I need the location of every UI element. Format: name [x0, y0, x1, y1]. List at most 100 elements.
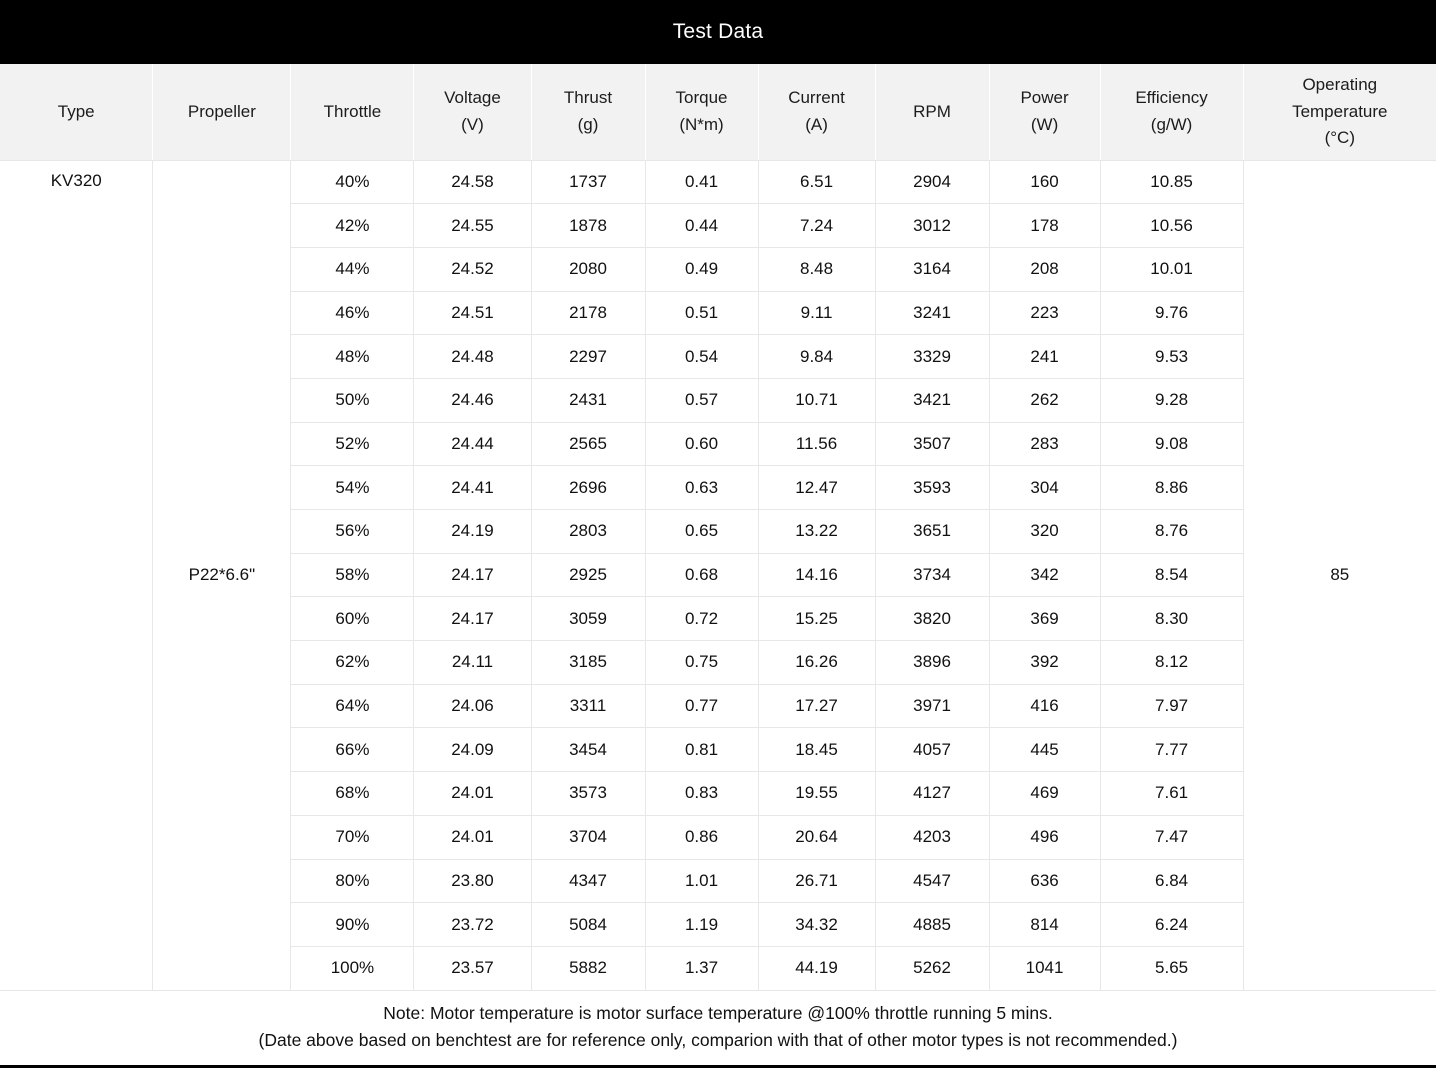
current-cell: 9.11	[757, 290, 876, 336]
thrust-cell: 5882	[530, 945, 646, 991]
thrust-cell: 3059	[530, 596, 646, 642]
torque-cell: 0.60	[644, 421, 759, 467]
table-row: 42% 24.55 1878 0.44 7.24 3012 178 10.56	[0, 203, 1436, 248]
current-cell: 9.84	[757, 334, 876, 379]
table-row: 44% 24.52 2080 0.49 8.48 3164 208 10.01	[0, 246, 1436, 292]
power-cell: 416	[988, 683, 1101, 729]
current-cell: 16.26	[757, 640, 876, 685]
efficiency-cell: 7.61	[1099, 771, 1244, 816]
current-cell: 7.24	[757, 203, 876, 248]
torque-cell: 0.83	[644, 771, 759, 816]
thrust-cell: 5084	[530, 902, 646, 947]
power-cell: 1041	[988, 945, 1101, 991]
torque-cell: 0.54	[644, 334, 759, 379]
table-row: 46% 24.51 2178 0.51 9.11 3241 223 9.76	[0, 290, 1436, 336]
col-header-efficiency: Efficiency (g/W)	[1100, 64, 1244, 161]
table-row: 70% 24.01 3704 0.86 20.64 4203 496 7.47	[0, 814, 1436, 860]
throttle-cell: 90%	[290, 902, 415, 947]
throttle-cell: 40%	[290, 159, 415, 205]
rpm-cell: 4057	[874, 727, 990, 773]
thrust-cell: 4347	[530, 858, 646, 904]
efficiency-cell: 9.08	[1099, 421, 1244, 467]
col-header-thrust: Thrust (g)	[531, 64, 646, 161]
throttle-cell: 44%	[290, 246, 415, 292]
torque-cell: 0.44	[644, 203, 759, 248]
throttle-cell: 50%	[290, 377, 415, 423]
efficiency-cell: 8.54	[1099, 552, 1244, 598]
throttle-cell: 64%	[290, 683, 415, 729]
power-cell: 262	[988, 377, 1101, 423]
table-row: 54% 24.41 2696 0.63 12.47 3593 304 8.86	[0, 465, 1436, 510]
efficiency-cell: 6.84	[1099, 858, 1244, 904]
voltage-cell: 24.55	[413, 203, 532, 248]
voltage-cell: 24.58	[413, 159, 532, 205]
torque-cell: 0.75	[644, 640, 759, 685]
throttle-cell: 68%	[290, 771, 415, 816]
torque-cell: 0.49	[644, 246, 759, 292]
col-header-power: Power (W)	[989, 64, 1101, 161]
rpm-cell: 4885	[874, 902, 990, 947]
efficiency-cell: 10.56	[1099, 203, 1244, 248]
current-cell: 26.71	[757, 858, 876, 904]
efficiency-cell: 10.85	[1099, 159, 1244, 205]
efficiency-cell: 8.12	[1099, 640, 1244, 685]
power-cell: 283	[988, 421, 1101, 467]
voltage-cell: 23.57	[413, 945, 532, 991]
throttle-cell: 100%	[290, 945, 415, 991]
throttle-cell: 60%	[290, 596, 415, 642]
power-cell: 160	[988, 159, 1101, 205]
voltage-cell: 24.01	[413, 814, 532, 860]
torque-cell: 0.41	[644, 159, 759, 205]
title-bar: Test Data	[0, 0, 1436, 64]
current-cell: 19.55	[757, 771, 876, 816]
current-cell: 17.27	[757, 683, 876, 729]
thrust-cell: 2696	[530, 465, 646, 510]
efficiency-cell: 9.76	[1099, 290, 1244, 336]
torque-cell: 0.57	[644, 377, 759, 423]
current-cell: 11.56	[757, 421, 876, 467]
current-cell: 20.64	[757, 814, 876, 860]
rpm-cell: 3507	[874, 421, 990, 467]
thrust-cell: 1878	[530, 203, 646, 248]
throttle-cell: 62%	[290, 640, 415, 685]
rpm-cell: 3593	[874, 465, 990, 510]
throttle-cell: 56%	[290, 509, 415, 554]
rpm-cell: 3012	[874, 203, 990, 248]
col-header-throttle: Throttle	[290, 64, 415, 161]
power-cell: 814	[988, 902, 1101, 947]
throttle-cell: 66%	[290, 727, 415, 773]
torque-cell: 0.72	[644, 596, 759, 642]
table-row: KV320 P22*6.6" 40% 24.58 1737 0.41 6.51 2904 160…	[0, 159, 1436, 991]
voltage-cell: 23.72	[413, 902, 532, 947]
current-cell: 10.71	[757, 377, 876, 423]
rpm-cell: 2904	[874, 159, 990, 205]
col-header-propeller: Propeller	[152, 64, 292, 161]
col-header-type: Type	[0, 64, 154, 161]
torque-cell: 0.86	[644, 814, 759, 860]
rpm-cell: 5262	[874, 945, 990, 991]
thrust-cell: 2080	[530, 246, 646, 292]
type-cell: KV320	[0, 159, 154, 991]
table-row: 100% 23.57 5882 1.37 44.19 5262 1041 5.65	[0, 945, 1436, 991]
table-header: Type Propeller Throttle Voltage (V) Thru…	[0, 64, 1436, 161]
table-row: 68% 24.01 3573 0.83 19.55 4127 469 7.61	[0, 771, 1436, 816]
power-cell: 445	[988, 727, 1101, 773]
power-cell: 241	[988, 334, 1101, 379]
power-cell: 342	[988, 552, 1101, 598]
current-cell: 12.47	[757, 465, 876, 510]
col-header-rpm: RPM	[875, 64, 990, 161]
table-row: 60% 24.17 3059 0.72 15.25 3820 369 8.30	[0, 596, 1436, 642]
current-cell: 13.22	[757, 509, 876, 554]
current-cell: 34.32	[757, 902, 876, 947]
power-cell: 369	[988, 596, 1101, 642]
rpm-cell: 3820	[874, 596, 990, 642]
table-row: 90% 23.72 5084 1.19 34.32 4885 814 6.24	[0, 902, 1436, 947]
throttle-cell: 80%	[290, 858, 415, 904]
efficiency-cell: 8.30	[1099, 596, 1244, 642]
rpm-cell: 3734	[874, 552, 990, 598]
voltage-cell: 24.17	[413, 596, 532, 642]
col-header-torque: Torque (N*m)	[645, 64, 759, 161]
table-row: 58% 24.17 2925 0.68 14.16 3734 342 8.54	[0, 552, 1436, 598]
voltage-cell: 24.46	[413, 377, 532, 423]
